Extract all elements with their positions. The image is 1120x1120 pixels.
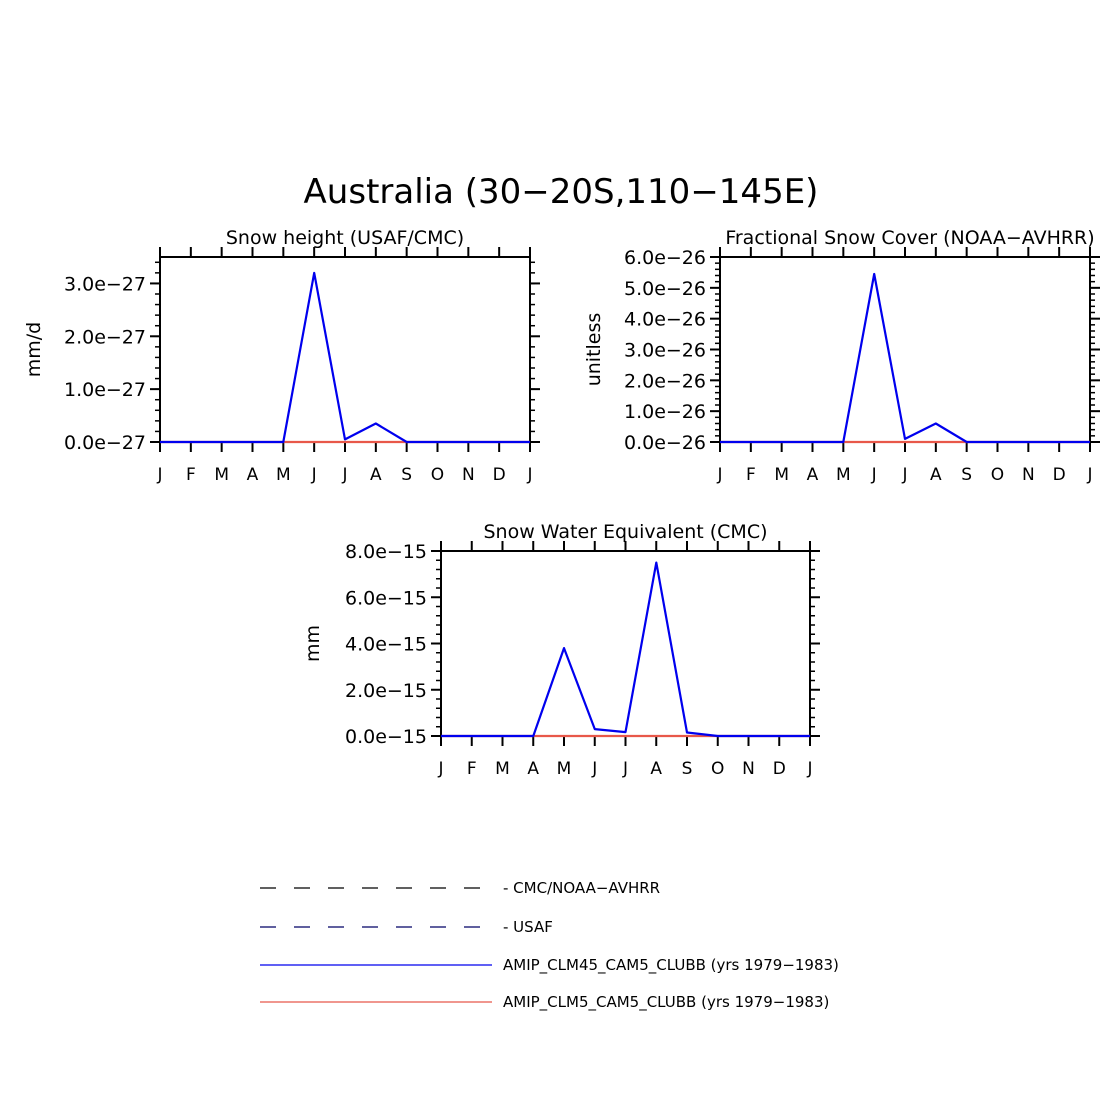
x-tick-label: J: [341, 465, 347, 485]
plot-frame: [159, 256, 531, 443]
y-tick-label: 1.0e−27: [64, 379, 146, 401]
y-tick-label: 2.0e−27: [64, 326, 146, 348]
y-tick-label: 8.0e−15: [345, 541, 427, 563]
y-tick-label: 4.0e−26: [624, 309, 706, 331]
x-tick-label: A: [807, 465, 819, 485]
legend-item: - CMC/NOAA−AVHRR: [260, 879, 660, 897]
x-tick-label: F: [186, 465, 196, 485]
y-tick-label: 2.0e−15: [345, 680, 427, 702]
x-tick-label: S: [961, 465, 972, 485]
legend-label: - USAF: [503, 918, 553, 936]
x-tick-label: S: [682, 759, 693, 779]
x-tick-label: M: [557, 759, 572, 779]
legend-item: AMIP_CLM5_CAM5_CLUBB (yrs 1979−1983): [260, 993, 829, 1012]
chart-panels: J F M A M J J A S O N D J0.0e−271.0e−272.0e−273.0e−2…: [23, 227, 1100, 779]
x-tick-label: O: [711, 759, 724, 779]
x-tick-label: J: [1086, 465, 1092, 485]
panel-title: Fractional Snow Cover (NOAA−AVHRR): [725, 227, 1094, 249]
panel-title: Snow height (USAF/CMC): [226, 227, 464, 249]
x-tick-label: N: [462, 465, 475, 485]
x-tick-label: D: [773, 759, 786, 779]
figure-title: Australia (30−20S,110−145E): [304, 172, 819, 212]
x-tick-label: M: [495, 759, 510, 779]
y-tick-label: 2.0e−26: [624, 370, 706, 392]
x-tick-label: J: [437, 759, 443, 779]
x-tick-label: A: [527, 759, 539, 779]
x-tick-label: M: [214, 465, 229, 485]
plot-frame: [719, 256, 1091, 443]
x-tick-label: J: [716, 465, 722, 485]
y-tick-label: 5.0e−26: [624, 278, 706, 300]
y-tick-label: 0.0e−26: [624, 432, 706, 454]
x-tick-label: J: [526, 465, 532, 485]
y-axis-label: mm: [302, 625, 324, 662]
plot-frame: [440, 550, 811, 737]
chart-panel-3: J F M A M J J A S O N D J0.0e−152.0e−154.0e−156.0e−1…: [302, 521, 820, 779]
x-tick-label: A: [370, 465, 382, 485]
y-tick-label: 4.0e−15: [345, 634, 427, 656]
x-tick-label: J: [806, 759, 812, 779]
x-tick-label: A: [247, 465, 259, 485]
y-tick-label: 1.0e−26: [624, 401, 706, 423]
y-tick-label: 0.0e−15: [345, 726, 427, 748]
x-tick-label: O: [991, 465, 1004, 485]
y-tick-label: 6.0e−15: [345, 587, 427, 609]
x-tick-label: D: [493, 465, 506, 485]
x-tick-label: J: [156, 465, 162, 485]
x-tick-label: S: [401, 465, 412, 485]
series-line: [720, 272, 1090, 444]
panel-title: Snow Water Equivalent (CMC): [483, 521, 767, 543]
x-tick-label: J: [901, 465, 907, 485]
x-tick-label: O: [431, 465, 444, 485]
y-axis-label: unitless: [583, 313, 605, 387]
y-axis-label: mm/d: [23, 322, 45, 377]
legend: - CMC/NOAA−AVHRR - USAF AMIP_CLM45_CAM5_CL…: [260, 879, 839, 1012]
chart-panel-1: J F M A M J J A S O N D J0.0e−271.0e−272.0e−273.0e−2…: [23, 227, 540, 485]
x-tick-label: M: [774, 465, 789, 485]
x-tick-label: A: [650, 759, 662, 779]
y-tick-label: 3.0e−27: [64, 273, 146, 295]
x-tick-label: J: [311, 465, 317, 485]
x-tick-label: D: [1053, 465, 1066, 485]
legend-label: - CMC/NOAA−AVHRR: [503, 879, 660, 897]
legend-label: AMIP_CLM45_CAM5_CLUBB (yrs 1979−1983): [503, 956, 839, 975]
legend-label: AMIP_CLM5_CAM5_CLUBB (yrs 1979−1983): [503, 993, 829, 1012]
x-tick-label: F: [746, 465, 756, 485]
series-line: [441, 561, 810, 738]
x-tick-label: N: [1022, 465, 1035, 485]
legend-item: AMIP_CLM45_CAM5_CLUBB (yrs 1979−1983): [260, 956, 839, 975]
x-tick-label: M: [276, 465, 291, 485]
x-tick-label: J: [622, 759, 628, 779]
x-tick-label: M: [836, 465, 851, 485]
chart-panel-2: J F M A M J J A S O N D J0.0e−261.0e−262.0e−263.0e−2…: [583, 227, 1100, 485]
y-tick-label: 3.0e−26: [624, 340, 706, 362]
x-tick-label: J: [871, 465, 877, 485]
legend-item: - USAF: [260, 918, 553, 936]
series-line: [160, 271, 530, 444]
x-tick-label: N: [742, 759, 755, 779]
y-tick-label: 0.0e−27: [64, 432, 146, 454]
y-tick-label: 6.0e−26: [624, 247, 706, 269]
x-tick-label: F: [467, 759, 477, 779]
x-tick-label: A: [930, 465, 942, 485]
x-tick-label: J: [591, 759, 597, 779]
